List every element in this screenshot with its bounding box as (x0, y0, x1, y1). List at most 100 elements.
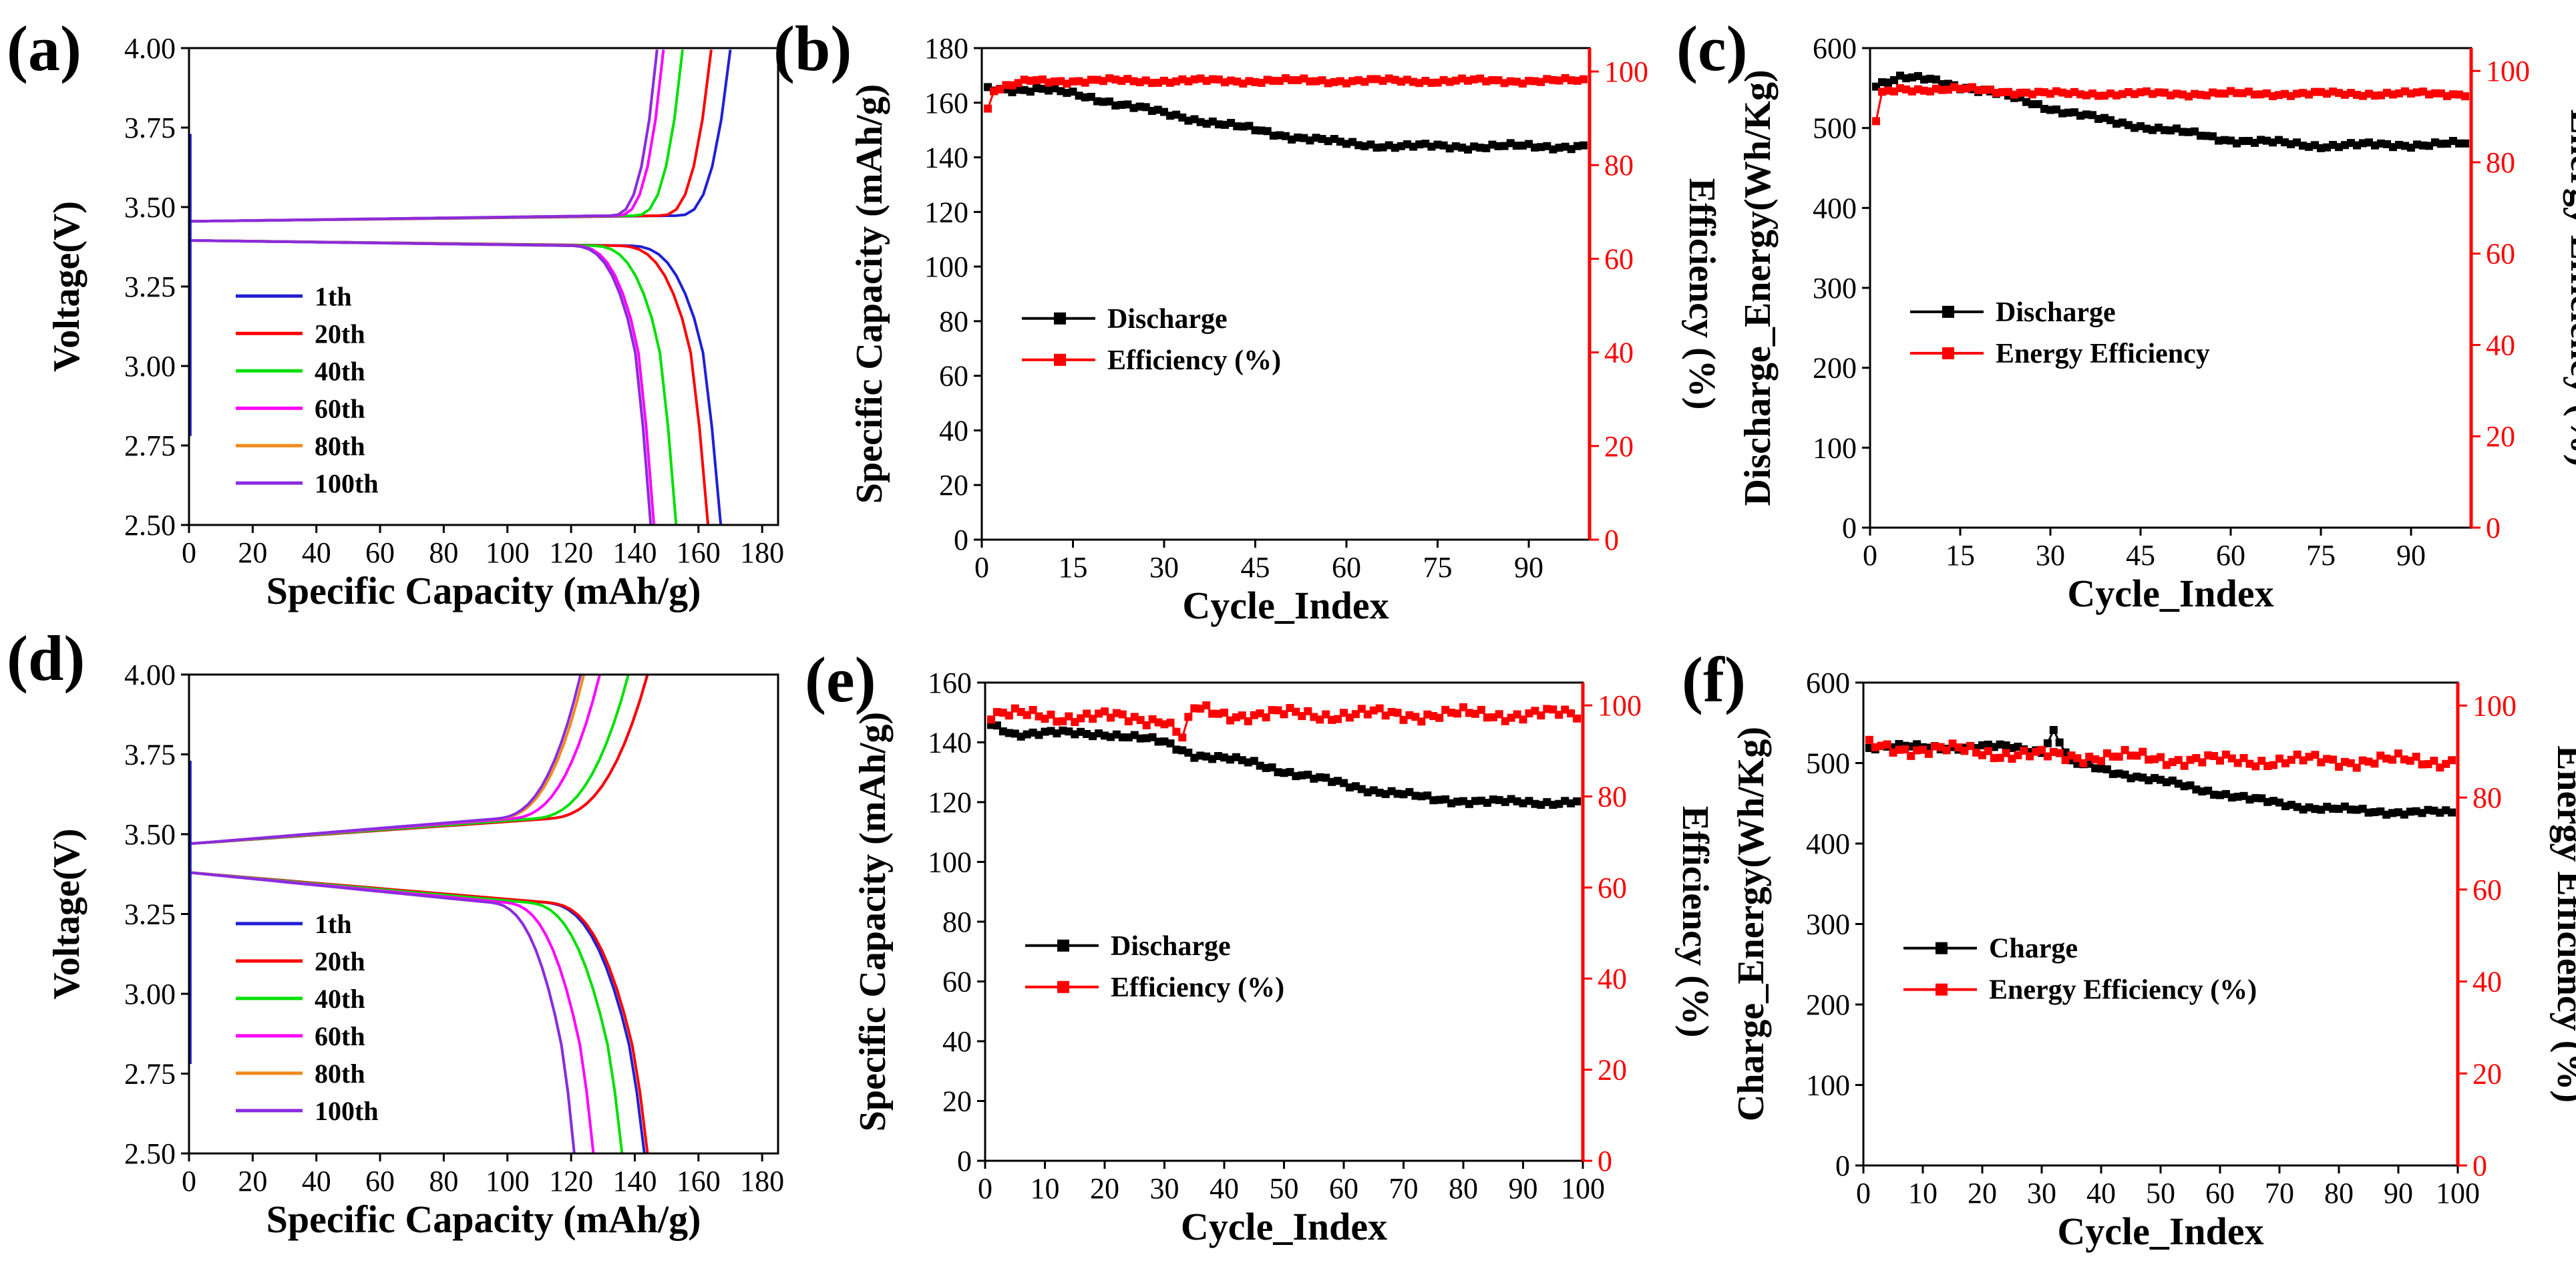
legend-label: 40th (315, 984, 365, 1014)
point-right-90 (1519, 715, 1527, 724)
y2-tick-label: 80 (1604, 149, 1634, 182)
point-right-99 (1579, 75, 1588, 83)
point-right-42 (1233, 77, 1242, 86)
point-left-30 (1160, 108, 1168, 116)
y-axis-label: Voltage(V) (46, 201, 87, 372)
point-left-91 (1531, 143, 1539, 152)
y-tick-label: 200 (1806, 988, 1850, 1021)
y2-tick-label: 40 (2472, 966, 2502, 998)
point-right-19 (1093, 75, 1101, 84)
x-tick-label: 20 (238, 1165, 267, 1198)
y2-tick-label: 60 (1604, 242, 1634, 275)
y-tick-label: 2.50 (124, 1137, 176, 1170)
y2-axis-label: Energy Efficiency (%) (2563, 110, 2576, 467)
point-right-82 (1476, 74, 1485, 83)
x-tick-label: 120 (549, 1165, 593, 1198)
point-right-93 (1543, 75, 1551, 83)
point-right-48 (1269, 77, 1278, 85)
y2-tick-label: 0 (1604, 524, 1619, 556)
x-tick-label: 100 (486, 1165, 530, 1198)
point-left-50 (1282, 132, 1290, 140)
point-left-87 (1506, 139, 1515, 148)
point-left-59 (1336, 138, 1344, 146)
y-tick-label: 100 (1813, 431, 1857, 464)
x-tick-label: 60 (1329, 1172, 1358, 1205)
x-tick-label: 15 (1059, 551, 1088, 584)
x-axis-label: Specific Capacity (mAh/g) (266, 569, 701, 612)
y2-tick-label: 40 (1598, 962, 1627, 995)
y2-tick-label: 40 (1604, 337, 1634, 369)
point-right-13 (1057, 77, 1065, 85)
point-left-46 (1257, 126, 1266, 135)
point-left-36 (1196, 118, 1205, 126)
panel-f: (f)0 10 20 30 40 50 60 70 80 90 100010020030040050… (1682, 644, 2576, 1253)
point-right-96 (1561, 73, 1570, 82)
y-tick-label: 80 (942, 906, 972, 938)
charge-curve-1th (188, 49, 732, 223)
point-right-5 (1008, 81, 1017, 89)
y-tick-label: 20 (939, 469, 968, 502)
legend-label: Discharge (1996, 297, 2116, 328)
point-right-21 (1105, 74, 1114, 83)
point-right-60 (1342, 79, 1350, 87)
y2-axis-label: Efficiency (%) (1681, 178, 1722, 410)
point-left-31 (2043, 739, 2052, 747)
point-right-46 (1257, 79, 1266, 87)
x-tick-label: 0 (182, 1165, 196, 1198)
y-tick-label: 500 (1813, 112, 1857, 145)
y2-tick-label: 80 (1598, 780, 1627, 813)
point-left-21 (1105, 97, 1114, 106)
panel-label: (f) (1682, 644, 1746, 715)
point-right-79 (2329, 755, 2338, 764)
x-tick-label: 40 (302, 536, 331, 569)
point-right-6 (1014, 79, 1023, 87)
point-left-18 (1087, 93, 1095, 101)
y-tick-label: 0 (957, 1145, 972, 1177)
point-left-34 (1184, 116, 1193, 125)
x-tick-label: 75 (2306, 539, 2336, 572)
point-left-10 (1039, 84, 1047, 93)
point-left-93 (1543, 142, 1551, 150)
point-right-71 (1409, 77, 1418, 86)
point-right-37 (1202, 77, 1211, 85)
x-tick-label: 100 (1561, 1172, 1605, 1205)
x-tick-label: 60 (2216, 539, 2245, 572)
legend-label: 100th (315, 1096, 379, 1126)
point-left-98 (1573, 142, 1582, 150)
point-left-38 (1208, 118, 1217, 126)
point-right-15 (1956, 84, 1964, 93)
point-left-54 (1306, 136, 1314, 145)
point-left-39 (1214, 120, 1223, 129)
y-tick-label: 60 (939, 360, 968, 393)
y2-tick-label: 0 (2472, 1149, 2487, 1182)
point-right-83 (1482, 77, 1491, 85)
point-left-99 (1573, 797, 1582, 805)
point-left-88 (1512, 142, 1521, 150)
y-tick-label: 300 (1813, 272, 1857, 305)
point-right-16 (1075, 77, 1083, 85)
x-tick-label: 10 (1908, 1177, 1938, 1210)
point-right-33 (1178, 733, 1187, 742)
panel-a: (a) 0 20 40 60 80 100 120 140 160 180 2.50 2.75 3.00 3… (7, 13, 784, 612)
point-left-99 (2448, 808, 2456, 817)
x-tick-label: 0 (1863, 539, 1877, 572)
point-left-29 (1153, 106, 1162, 114)
x-tick-label: 20 (1090, 1172, 1119, 1205)
legend-label: 80th (315, 1059, 365, 1089)
panel-label: (d) (7, 622, 85, 694)
point-left-25 (1129, 104, 1138, 112)
point-right-95 (1555, 76, 1563, 85)
point-right-26 (1135, 78, 1144, 87)
point-right-73 (1421, 77, 1430, 85)
y-axis-label: Charge_Energy(Wh/Kg) (1730, 727, 1772, 1121)
point-left-75 (1433, 140, 1442, 149)
point-right-72 (1415, 79, 1424, 87)
point-right-57 (2198, 758, 2207, 767)
point-right-55 (1312, 77, 1320, 85)
point-right-29 (1153, 78, 1162, 87)
legend-label: Charge (1989, 934, 2078, 964)
point-right-50 (1282, 74, 1290, 83)
charge-curve-80th (188, 49, 659, 223)
point-right-14 (1942, 746, 1951, 755)
point-left-74 (1427, 142, 1436, 151)
